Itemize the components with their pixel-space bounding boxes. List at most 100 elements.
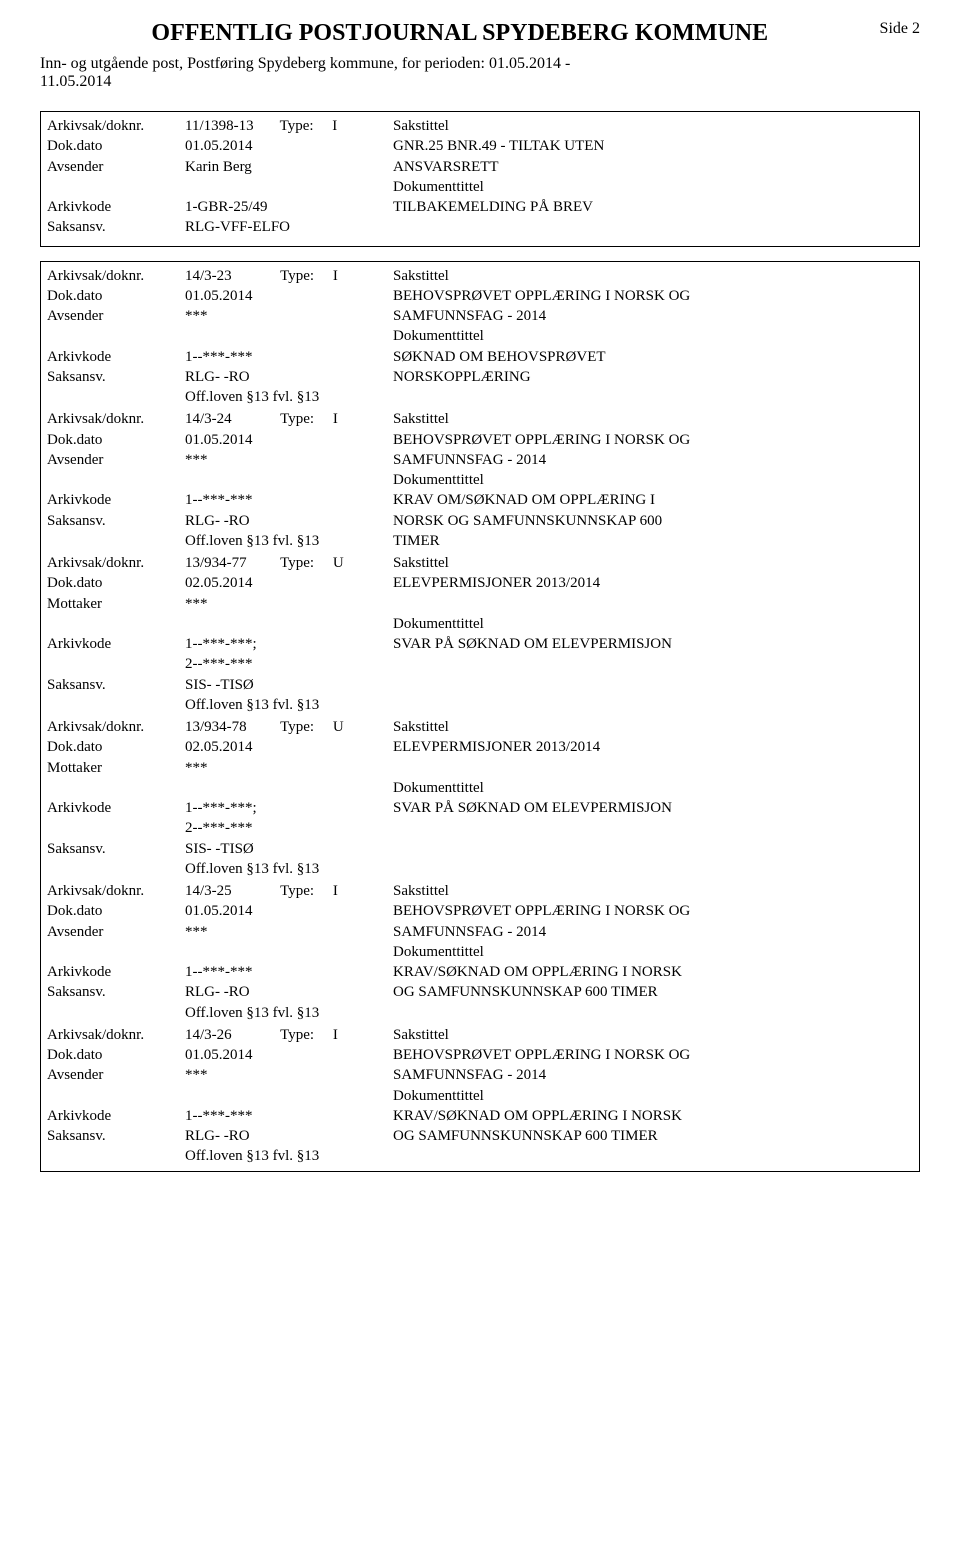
sak-line: SAMFUNNSFAG - 2014 (393, 450, 913, 470)
sakstittel-label: Sakstittel (393, 116, 913, 136)
arkivsak-label: Arkivsak/doknr. (47, 717, 177, 737)
dok-line: SVAR PÅ SØKNAD OM ELEVPERMISJON (393, 634, 913, 654)
arkivkode-value: 1--***-***; (185, 634, 385, 654)
arkivsak-number: 14/3-25 (185, 883, 232, 899)
arkivkode-value: 1--***-*** (185, 962, 385, 982)
dokumenttittel-label: Dokumenttittel (393, 470, 913, 490)
offloven: Off.loven §13 fvl. §13 (185, 1003, 385, 1023)
entry-box: Arkivsak/doknr. 11/1398-13 Type: I Sakst… (40, 111, 920, 247)
saksansv-value: RLG- -RO (185, 367, 385, 387)
sak-line: GNR.25 BNR.49 - TILTAK UTEN (393, 136, 913, 156)
avsender-label: Avsender (47, 922, 177, 942)
avsender-value: Karin Berg (185, 157, 385, 177)
type-letter: I (333, 268, 338, 284)
sakstittel-label: Sakstittel (393, 717, 913, 737)
avsender-label: Avsender (47, 306, 177, 326)
type-label: Type: (280, 719, 314, 735)
saksansv-value: RLG- -RO (185, 1126, 385, 1146)
dok-line: TILBAKEMELDING PÅ BREV (393, 197, 913, 217)
dok-line: OG SAMFUNNSKUNNSKAP 600 TIMER (393, 1126, 913, 1146)
arkivsak-label: Arkivsak/doknr. (47, 409, 177, 429)
arkivsak-value: 13/934-77 Type: U (185, 553, 385, 573)
type-label: Type: (280, 883, 314, 899)
sak-line: BEHOVSPRØVET OPPLÆRING I NORSK OG (393, 901, 913, 921)
arkivkode-value: 1--***-*** (185, 347, 385, 367)
type-letter: U (333, 719, 344, 735)
dokdato-label: Dok.dato (47, 286, 177, 306)
offloven: Off.loven §13 fvl. §13 (185, 531, 385, 551)
dokdato-value: 01.05.2014 (185, 430, 385, 450)
dokdato-label: Dok.dato (47, 1045, 177, 1065)
entry: Arkivsak/doknr. 13/934-78 Type: U Saksti… (47, 717, 913, 879)
dokdato-label: Dok.dato (47, 737, 177, 757)
sak-line: SAMFUNNSFAG - 2014 (393, 922, 913, 942)
dokdato-value: 01.05.2014 (185, 136, 385, 156)
dok-line: SØKNAD OM BEHOVSPRØVET (393, 347, 913, 367)
dokumenttittel-label: Dokumenttittel (393, 177, 913, 197)
arkivsak-number: 13/934-78 (185, 719, 247, 735)
arkivkode-label: Arkivkode (47, 347, 177, 367)
type-label: Type: (280, 1027, 314, 1043)
offloven: Off.loven §13 fvl. §13 (185, 859, 385, 879)
offloven: Off.loven §13 fvl. §13 (185, 1146, 385, 1166)
dokumenttittel-label: Dokumenttittel (393, 778, 913, 798)
type-letter: I (333, 1027, 338, 1043)
entry: Arkivsak/doknr. 14/3-23 Type: I Sakstitt… (47, 266, 913, 408)
arkivsak-label: Arkivsak/doknr. (47, 1025, 177, 1045)
saksansv-label: Saksansv. (47, 1126, 177, 1146)
dokumenttittel-label: Dokumenttittel (393, 614, 913, 634)
dokumenttittel-label: Dokumenttittel (393, 942, 913, 962)
saksansv-value: RLG- -RO (185, 511, 385, 531)
dok-line: NORSK OG SAMFUNNSKUNNSKAP 600 (393, 511, 913, 531)
entry: Arkivsak/doknr. 13/934-77 Type: U Saksti… (47, 553, 913, 715)
dok-line: KRAV/SØKNAD OM OPPLÆRING I NORSK (393, 962, 913, 982)
arkivkode-value: 1--***-*** (185, 490, 385, 510)
dokdato-value: 01.05.2014 (185, 901, 385, 921)
sak-line: SAMFUNNSFAG - 2014 (393, 306, 913, 326)
arkivkode-value: 1--***-***; (185, 798, 385, 818)
mottaker-value: *** (185, 758, 385, 778)
saksansv-label: Saksansv. (47, 511, 177, 531)
dok-line: OG SAMFUNNSKUNNSKAP 600 TIMER (393, 982, 913, 1002)
sakstittel-label: Sakstittel (393, 881, 913, 901)
arkivsak-number: 13/934-77 (185, 555, 247, 571)
arkivsak-value: 13/934-78 Type: U (185, 717, 385, 737)
arkivsak-value: 11/1398-13 Type: I (185, 116, 385, 136)
arkivsak-label: Arkivsak/doknr. (47, 881, 177, 901)
mottaker-label: Mottaker (47, 594, 177, 614)
saksansv-label: Saksansv. (47, 367, 177, 387)
arkivkode-value: 2--***-*** (185, 818, 385, 838)
sakstittel-label: Sakstittel (393, 553, 913, 573)
subtitle-line1: Inn- og utgående post, Postføring Spydeb… (40, 55, 880, 73)
title-block: OFFENTLIG POSTJOURNAL SPYDEBERG KOMMUNE … (40, 20, 880, 91)
dok-line: KRAV/SØKNAD OM OPPLÆRING I NORSK (393, 1106, 913, 1126)
arkivsak-label: Arkivsak/doknr. (47, 266, 177, 286)
type-letter: I (333, 411, 338, 427)
arkivsak-label: Arkivsak/doknr. (47, 553, 177, 573)
avsender-value: *** (185, 306, 385, 326)
dokumenttittel-label: Dokumenttittel (393, 1086, 913, 1106)
dok-line: NORSKOPPLÆRING (393, 367, 913, 387)
sak-line: ELEVPERMISJONER 2013/2014 (393, 573, 913, 593)
avsender-label: Avsender (47, 450, 177, 470)
arkivkode-value: 1-GBR-25/49 (185, 197, 385, 217)
dokdato-value: 01.05.2014 (185, 1045, 385, 1065)
dokdato-value: 01.05.2014 (185, 286, 385, 306)
arkivkode-label: Arkivkode (47, 197, 177, 217)
main-title: OFFENTLIG POSTJOURNAL SPYDEBERG KOMMUNE (40, 20, 880, 47)
type-label: Type: (280, 118, 314, 134)
type-letter: U (333, 555, 344, 571)
type-label: Type: (280, 411, 314, 427)
saksansv-label: Saksansv. (47, 217, 177, 237)
dokdato-label: Dok.dato (47, 901, 177, 921)
subtitle-line2: 11.05.2014 (40, 73, 880, 91)
arkivsak-number: 11/1398-13 (185, 118, 254, 134)
saksansv-label: Saksansv. (47, 982, 177, 1002)
arkivkode-label: Arkivkode (47, 1106, 177, 1126)
sak-line: SAMFUNNSFAG - 2014 (393, 1065, 913, 1085)
avsender-value: *** (185, 1065, 385, 1085)
saksansv-label: Saksansv. (47, 675, 177, 695)
page-header: OFFENTLIG POSTJOURNAL SPYDEBERG KOMMUNE … (40, 20, 920, 91)
arkivsak-number: 14/3-23 (185, 268, 232, 284)
dok-line: SVAR PÅ SØKNAD OM ELEVPERMISJON (393, 798, 913, 818)
